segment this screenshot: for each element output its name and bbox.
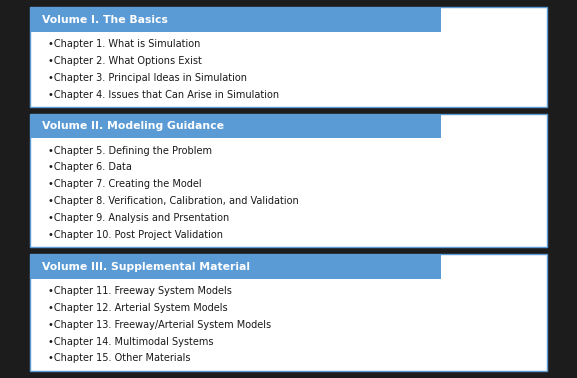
Bar [30,8,441,32]
Text: •Chapter 11. Freeway System Models: •Chapter 11. Freeway System Models [48,286,232,296]
Text: •Chapter 9. Analysis and Prsentation: •Chapter 9. Analysis and Prsentation [48,213,229,223]
Text: •Chapter 14. Multimodal Systems: •Chapter 14. Multimodal Systems [48,336,213,347]
Bar [30,114,441,138]
Text: •Chapter 3. Principal Ideas in Simulation: •Chapter 3. Principal Ideas in Simulatio… [48,73,247,83]
Text: Volume I. The Basics: Volume I. The Basics [42,15,168,25]
Bar [30,8,547,107]
Text: •Chapter 6. Data: •Chapter 6. Data [48,163,132,172]
Bar [30,254,441,279]
Bar [30,254,547,370]
Text: •Chapter 7. Creating the Model: •Chapter 7. Creating the Model [48,179,201,189]
Text: •Chapter 4. Issues that Can Arise in Simulation: •Chapter 4. Issues that Can Arise in Sim… [48,90,279,99]
Text: •Chapter 12. Arterial System Models: •Chapter 12. Arterial System Models [48,303,227,313]
Text: •Chapter 2. What Options Exist: •Chapter 2. What Options Exist [48,56,202,66]
Text: •Chapter 1. What is Simulation: •Chapter 1. What is Simulation [48,39,200,49]
Text: •Chapter 13. Freeway/Arterial System Models: •Chapter 13. Freeway/Arterial System Mod… [48,320,271,330]
Text: Volume II. Modeling Guidance: Volume II. Modeling Guidance [42,121,224,131]
Text: •Chapter 8. Verification, Calibration, and Validation: •Chapter 8. Verification, Calibration, a… [48,196,299,206]
Text: •Chapter 5. Defining the Problem: •Chapter 5. Defining the Problem [48,146,212,156]
Text: •Chapter 10. Post Project Validation: •Chapter 10. Post Project Validation [48,230,223,240]
Text: Volume III. Supplemental Material: Volume III. Supplemental Material [42,262,250,272]
Bar [30,114,547,247]
Text: •Chapter 15. Other Materials: •Chapter 15. Other Materials [48,353,190,363]
